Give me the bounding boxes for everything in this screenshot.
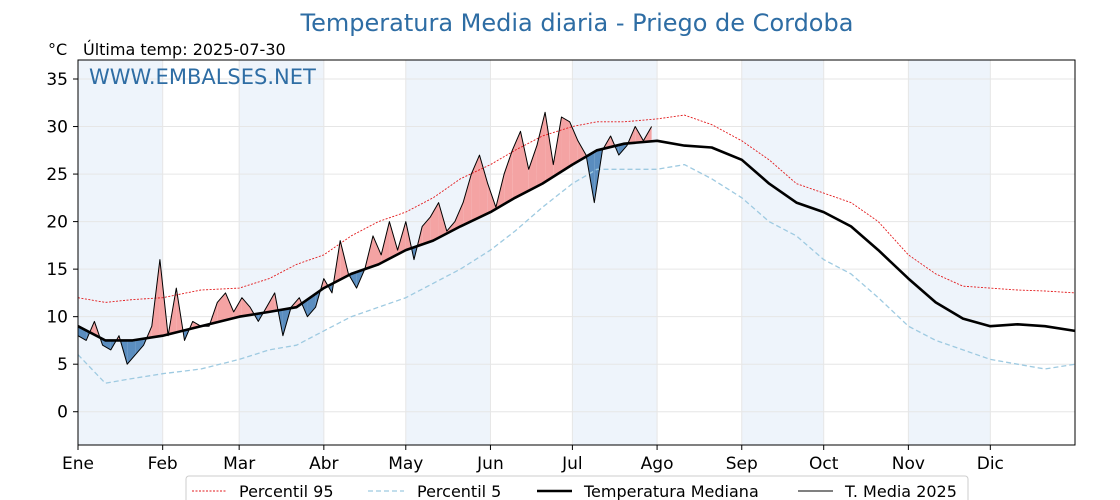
x-tick-label-dic: Dic — [977, 454, 1004, 474]
month-shade-mar — [239, 60, 324, 445]
deviation-area — [102, 339, 111, 350]
deviation-area — [463, 174, 472, 226]
month-shade-may — [405, 60, 491, 445]
deviation-area — [266, 292, 275, 313]
chart-title: Temperatura Media diaria - Priego de Cor… — [300, 9, 854, 37]
x-tick-label-nov: Nov — [892, 454, 925, 474]
deviation-area — [528, 145, 537, 191]
y-tick-label: 15 — [46, 260, 68, 280]
legend-label-p5: Percentil 5 — [417, 482, 501, 500]
series-line-median — [77, 139, 1076, 342]
x-tick-label-feb: Feb — [148, 454, 178, 474]
x-tick-label-may: May — [388, 454, 423, 474]
legend-label-current: T. Media 2025 — [844, 482, 957, 500]
y-tick-label: 5 — [57, 355, 68, 375]
deviation-area — [520, 131, 529, 195]
legend: Percentil 95 Percentil 5 Temperatura Med… — [185, 475, 969, 500]
month-shade-ene — [78, 60, 163, 445]
deviation-fill — [78, 112, 652, 365]
x-tick-label-ene: Ene — [62, 454, 94, 474]
legend-label-median: Temperatura Mediana — [583, 482, 759, 500]
last-temp-label: Última temp: 2025-07-30 — [83, 40, 286, 59]
y-tick-label: 0 — [57, 403, 68, 423]
deviation-area — [577, 140, 587, 162]
deviation-area — [438, 202, 447, 238]
month-shade-jul — [572, 60, 658, 445]
y-tick-label: 35 — [46, 70, 68, 90]
plot-frame — [77, 59, 1076, 446]
deviation-area — [479, 155, 488, 218]
legend-box — [185, 475, 969, 500]
x-tick-label-sep: Sep — [726, 454, 758, 474]
deviation-area — [504, 150, 513, 205]
deviation-area — [471, 155, 480, 222]
watermark-text: WWW.EMBALSES.NET — [89, 65, 316, 89]
deviation-area — [561, 117, 570, 172]
month-shade-nov — [908, 60, 991, 445]
deviation-area — [389, 221, 398, 259]
deviation-area — [225, 292, 234, 321]
y-tick-label: 10 — [46, 308, 68, 328]
x-tick-label-jun: Jun — [476, 454, 504, 474]
x-tick-label-mar: Mar — [223, 454, 255, 474]
month-shade-sep — [741, 60, 824, 445]
series-line-p5 — [77, 163, 1076, 384]
deviation-area — [135, 338, 144, 355]
y-tick-label: 25 — [46, 165, 68, 185]
y-unit-label: °C — [48, 40, 67, 59]
x-tick-label-jul: Jul — [561, 454, 583, 474]
x-tick-label-ago: Ago — [641, 454, 674, 474]
deviation-area — [373, 235, 382, 267]
series-line-p95 — [77, 114, 1076, 303]
series-line-current — [77, 111, 653, 365]
x-tick-label-oct: Oct — [809, 454, 839, 474]
deviation-area — [569, 121, 578, 167]
deviation-area — [545, 112, 554, 182]
y-tick-label: 30 — [46, 118, 68, 138]
deviation-area — [536, 112, 546, 187]
y-axis-ticks: 0 5 10 15 20 25 30 35 — [46, 70, 78, 423]
deviation-area — [127, 340, 136, 365]
x-axis-ticks: Ene Feb Mar Abr May Jun Jul Ago Sep Oct Nov Dic — [62, 445, 1004, 474]
deviation-area — [422, 216, 431, 245]
grid-lines — [77, 60, 1075, 445]
deviation-area — [241, 297, 251, 317]
y-tick-label: 20 — [46, 213, 68, 233]
x-tick-label-abr: Abr — [309, 454, 338, 474]
deviation-area — [233, 297, 242, 319]
series-lines — [77, 111, 1076, 384]
deviation-area — [454, 202, 464, 230]
legend-label-p95: Percentil 95 — [239, 482, 334, 500]
deviation-area — [430, 202, 439, 242]
month-shading — [78, 60, 991, 445]
